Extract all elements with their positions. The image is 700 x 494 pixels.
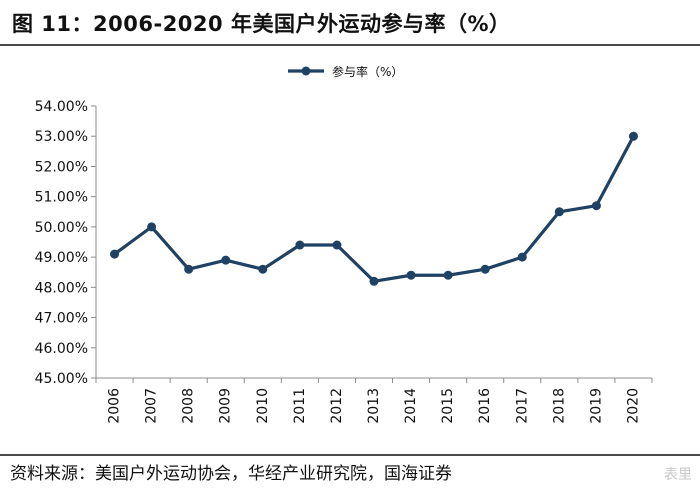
y-tick-label: 52.00% <box>35 159 88 175</box>
x-tick-label: 2009 <box>218 388 234 424</box>
line-chart: 45.00% 46.00% 47.00% 48.00% 49.00% 50.00% 51.0… <box>0 46 700 454</box>
data-point <box>517 252 527 262</box>
legend-marker-swatch <box>301 66 311 76</box>
y-tick-label: 45.00% <box>35 371 88 387</box>
x-tick-label: 2011 <box>292 388 308 424</box>
y-tick-label: 49.00% <box>35 250 88 266</box>
data-point <box>332 240 342 250</box>
y-tick-label: 47.00% <box>35 311 88 327</box>
y-tick-label: 54.00% <box>35 99 88 115</box>
x-tick-label: 2015 <box>440 388 456 424</box>
x-tick-label: 2018 <box>551 388 567 424</box>
y-tick-label: 51.00% <box>35 190 88 206</box>
data-point <box>258 264 268 274</box>
data-point <box>369 276 379 286</box>
y-tick-label: 46.00% <box>35 341 88 357</box>
figure-title: 图 11：2006-2020 年美国户外运动参与率（%） <box>12 12 511 36</box>
x-tick-label: 2014 <box>403 388 419 424</box>
data-point <box>184 264 194 274</box>
x-tick-label: 2020 <box>625 388 641 424</box>
x-tick-label: 2010 <box>255 388 271 424</box>
data-point <box>480 264 490 274</box>
data-point <box>147 222 157 232</box>
legend-label: 参与率（%） <box>332 64 403 79</box>
data-point <box>221 255 231 265</box>
data-point <box>628 131 638 141</box>
x-tick-label: 2016 <box>477 388 493 424</box>
data-point <box>295 240 305 250</box>
title-divider <box>0 44 700 46</box>
series-line <box>112 134 636 283</box>
watermark: 表里 <box>664 467 692 483</box>
data-point <box>591 201 601 211</box>
x-tick-label: 2007 <box>144 388 160 424</box>
chart-svg: 45.00% 46.00% 47.00% 48.00% 49.00% 50.00% 51.0… <box>35 64 653 424</box>
y-tick-label: 53.00% <box>35 129 88 145</box>
x-tick-label: 2019 <box>588 388 604 424</box>
y-tick-label: 48.00% <box>35 280 88 296</box>
data-point <box>406 270 416 280</box>
source-note: 资料来源：美国户外运动协会，华经产业研究院，国海证券 <box>10 464 452 484</box>
x-tick-label: 2008 <box>181 388 197 424</box>
source-divider <box>0 454 700 456</box>
x-tick-label: 2013 <box>366 388 382 424</box>
y-tick-label: 50.00% <box>35 220 88 236</box>
x-tick-label: 2012 <box>329 388 345 424</box>
data-point <box>443 270 453 280</box>
data-point <box>554 207 564 217</box>
x-tick-label: 2006 <box>107 388 123 424</box>
data-point <box>110 249 120 259</box>
x-tick-label: 2017 <box>514 388 530 424</box>
